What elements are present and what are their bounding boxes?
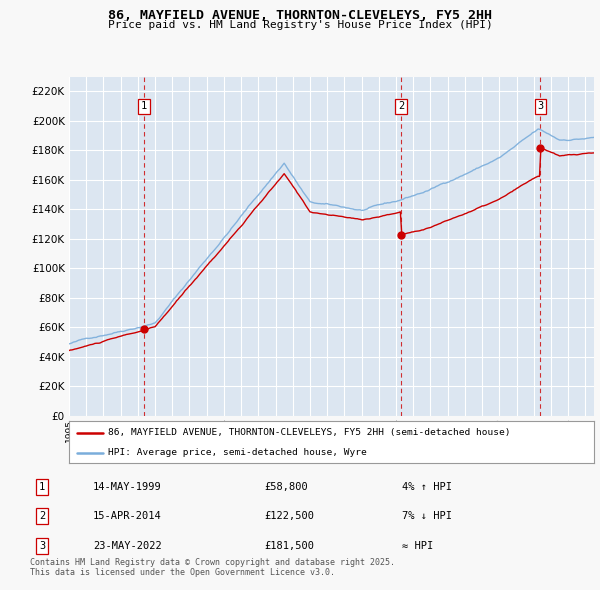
Text: 3: 3 [39, 541, 45, 550]
Text: £122,500: £122,500 [264, 512, 314, 521]
Text: 14-MAY-1999: 14-MAY-1999 [93, 482, 162, 491]
Text: 2: 2 [398, 101, 404, 111]
Text: £181,500: £181,500 [264, 541, 314, 550]
Text: £58,800: £58,800 [264, 482, 308, 491]
Text: 15-APR-2014: 15-APR-2014 [93, 512, 162, 521]
Text: 1: 1 [141, 101, 148, 111]
Text: 4% ↑ HPI: 4% ↑ HPI [402, 482, 452, 491]
Text: ≈ HPI: ≈ HPI [402, 541, 433, 550]
Text: 2: 2 [39, 512, 45, 521]
Text: Contains HM Land Registry data © Crown copyright and database right 2025.
This d: Contains HM Land Registry data © Crown c… [30, 558, 395, 577]
Text: 23-MAY-2022: 23-MAY-2022 [93, 541, 162, 550]
Text: 7% ↓ HPI: 7% ↓ HPI [402, 512, 452, 521]
Text: Price paid vs. HM Land Registry's House Price Index (HPI): Price paid vs. HM Land Registry's House … [107, 20, 493, 30]
Text: 1: 1 [39, 482, 45, 491]
Text: 86, MAYFIELD AVENUE, THORNTON-CLEVELEYS, FY5 2HH: 86, MAYFIELD AVENUE, THORNTON-CLEVELEYS,… [108, 9, 492, 22]
Text: 86, MAYFIELD AVENUE, THORNTON-CLEVELEYS, FY5 2HH (semi-detached house): 86, MAYFIELD AVENUE, THORNTON-CLEVELEYS,… [109, 428, 511, 437]
Text: HPI: Average price, semi-detached house, Wyre: HPI: Average price, semi-detached house,… [109, 448, 367, 457]
Text: 3: 3 [537, 101, 544, 111]
